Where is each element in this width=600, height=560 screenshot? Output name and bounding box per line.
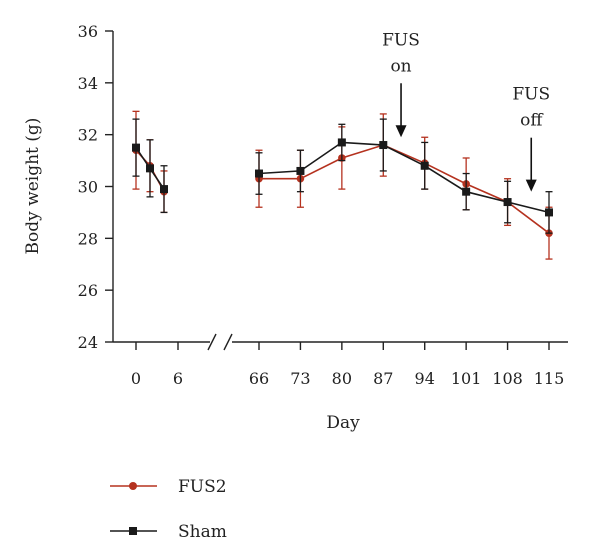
- y-tick-label: 34: [78, 74, 98, 93]
- y-tick-label: 24: [78, 333, 98, 352]
- data-point-sham: [255, 169, 263, 178]
- x-tick-label: 87: [373, 369, 393, 388]
- annotation-fus-off-arrow-head: [525, 179, 537, 192]
- data-point-sham: [146, 164, 154, 173]
- x-tick-label: 94: [415, 369, 435, 388]
- legend-label-fus2: FUS2: [178, 477, 227, 497]
- data-point-sham: [160, 185, 168, 194]
- legend-item-sham: Sham: [110, 522, 227, 542]
- annotation-fus-off-text: off: [520, 111, 544, 131]
- data-point-sham: [379, 141, 388, 150]
- axis-break-mark-2: [223, 333, 233, 351]
- y-tick-label: 28: [78, 229, 98, 248]
- x-axis-title: Day: [326, 413, 360, 433]
- y-tick-label: 36: [78, 22, 98, 41]
- data-point-sham: [337, 138, 346, 147]
- annotation-fus-off-text: FUS: [512, 85, 550, 105]
- series-line-sham: [258, 141, 550, 214]
- legend-marker-sham: [129, 527, 137, 535]
- data-point-sham: [545, 208, 553, 217]
- annotation-fus-on-arrow-head: [395, 125, 407, 138]
- legend-marker-fus2: [129, 482, 137, 490]
- series-layer: [132, 110, 553, 260]
- axis-break-mark-1: [207, 333, 217, 351]
- y-tick-label: 30: [78, 178, 98, 197]
- y-tick-label: 32: [78, 126, 98, 145]
- x-tick-label: 80: [332, 369, 352, 388]
- data-point-sham: [296, 166, 305, 175]
- x-tick-label: 108: [492, 369, 523, 388]
- x-tick-label: 0: [131, 369, 141, 388]
- legend: FUS2 Sham: [110, 477, 227, 542]
- x-ticks: 0 6 66 73 80 87 94 101 108 115: [131, 342, 564, 388]
- data-point-sham: [420, 161, 429, 170]
- x-tick-label: 73: [290, 369, 310, 388]
- y-axis-title: Body weight (g): [23, 118, 43, 255]
- y-ticks: 24 26 28 30 32 34 36: [78, 22, 113, 352]
- annotation-fus-on-text: FUS: [382, 30, 420, 50]
- x-tick-label: 6: [173, 369, 183, 388]
- axes: [112, 31, 568, 351]
- x-tick-label: 66: [249, 369, 269, 388]
- series-line-fus2: [259, 144, 550, 234]
- x-tick-label: 115: [534, 369, 565, 388]
- annotations-layer: FUS on FUS off: [382, 30, 550, 192]
- y-tick-label: 26: [78, 281, 98, 300]
- data-point-sham: [132, 143, 140, 152]
- legend-label-sham: Sham: [178, 522, 227, 542]
- legend-item-fus2: FUS2: [110, 477, 227, 497]
- data-point-sham: [462, 187, 471, 196]
- x-tick-label: 101: [451, 369, 482, 388]
- annotation-fus-on-text: on: [390, 56, 411, 76]
- data-point-sham: [503, 198, 512, 207]
